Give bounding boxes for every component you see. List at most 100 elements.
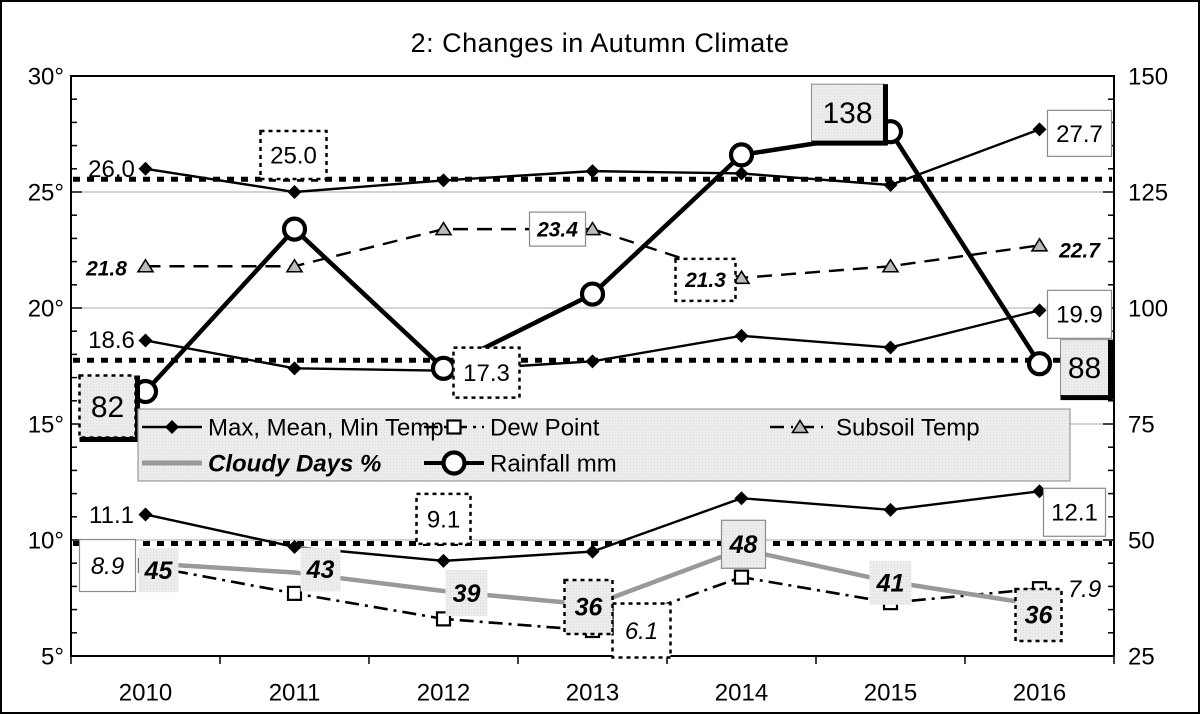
- label-box: [259, 129, 328, 181]
- square-marker: [286, 585, 303, 601]
- data-label: 12.1: [1051, 500, 1098, 527]
- year-label: 2011: [269, 679, 321, 706]
- label-box: [1046, 109, 1113, 157]
- left-axis-label: 25°: [28, 179, 64, 206]
- square-marker: [733, 569, 750, 585]
- series-subsoil-temp: [136, 221, 1049, 285]
- diamond-marker: [436, 553, 451, 568]
- data-label: 43: [306, 556, 335, 584]
- label-box: [78, 374, 137, 439]
- data-label: 39: [453, 580, 481, 608]
- data-label: 8.9: [91, 553, 124, 580]
- label-box: [452, 346, 521, 399]
- diamond-marker: [287, 361, 302, 376]
- data-labels: 26.0 25.0 27.7 18.6 17.3 19.9 11.1 9.1 12.1 21.8 2…: [78, 83, 1113, 659]
- label-box: [674, 257, 737, 303]
- data-label: 19.9: [1056, 302, 1103, 329]
- legend-label: Cloudy Days %: [208, 450, 381, 477]
- label-box: [1060, 339, 1109, 397]
- diamond-marker: [138, 333, 153, 348]
- series-max-temp: [138, 122, 1047, 199]
- triangle-marker: [1030, 237, 1049, 252]
- label-box: [1014, 587, 1063, 643]
- plot-border: [70, 75, 1115, 657]
- legend-label: Dew Point: [490, 414, 600, 441]
- right-axis-label: 150: [1128, 63, 1168, 90]
- data-label: 36: [575, 594, 604, 622]
- chart-title: 2: Changes in Autumn Climate: [410, 28, 790, 58]
- data-label: 45: [144, 557, 174, 585]
- year-label: 2013: [566, 679, 619, 706]
- label-box: [415, 492, 472, 546]
- data-label: 18.6: [88, 327, 135, 354]
- data-label: 21.3: [684, 269, 726, 292]
- left-axis-label: 15°: [28, 411, 64, 438]
- diamond-marker: [287, 539, 302, 554]
- data-label: 25.0: [270, 142, 317, 169]
- diamond-marker: [585, 354, 600, 369]
- diamond-marker: [883, 340, 898, 355]
- data-label: 48: [729, 531, 758, 559]
- axis-labels: 30° 25° 20° 15° 10° 5° 150 125 100 75 50 25 2010 2011…: [28, 63, 1168, 706]
- triangle-marker: [732, 269, 751, 285]
- right-axis-label: 100: [1128, 295, 1168, 322]
- square-marker: [446, 419, 462, 435]
- right-axis-label: 50: [1128, 527, 1155, 554]
- data-label: 41: [876, 570, 905, 598]
- right-axis-label: 75: [1128, 411, 1155, 438]
- diamond-marker: [287, 185, 302, 199]
- left-axis-label: 10°: [28, 527, 64, 554]
- data-label: 7.9: [1068, 576, 1101, 603]
- triangle-marker: [285, 258, 304, 273]
- circle-marker: [728, 142, 755, 168]
- year-label: 2014: [715, 679, 768, 706]
- data-label: 21.8: [85, 258, 127, 281]
- data-label: 11.1: [89, 502, 134, 529]
- label-box: [1042, 487, 1107, 537]
- circle-marker: [430, 355, 457, 381]
- year-label: 2010: [119, 679, 172, 706]
- data-label: 26.0: [88, 156, 135, 183]
- right-axis-label: 25: [1128, 643, 1155, 670]
- legend: Max, Mean, Min Temp Dew Point Subsoil Temp…: [137, 408, 1071, 482]
- triangle-marker: [434, 221, 453, 236]
- diamond-marker: [1032, 303, 1047, 318]
- diamond-marker: [734, 328, 749, 343]
- data-label: 22.7: [1058, 240, 1101, 263]
- circle-marker: [441, 450, 467, 476]
- data-label: 36: [1025, 602, 1054, 630]
- legend-box: [137, 408, 1071, 482]
- diamond-marker: [734, 166, 749, 181]
- legend-label: Rainfall mm: [490, 450, 617, 477]
- diamond-marker: [734, 491, 749, 506]
- triangle-marker: [583, 221, 602, 236]
- label-box: [1046, 289, 1113, 339]
- circle-marker: [281, 216, 308, 242]
- diamond-marker: [585, 544, 600, 559]
- data-label: 82: [91, 391, 124, 424]
- circle-marker: [579, 281, 606, 307]
- triangle-marker: [881, 258, 900, 273]
- data-label: 138: [822, 97, 872, 130]
- label-box: [611, 602, 672, 659]
- year-label: 2016: [1013, 679, 1066, 706]
- year-label: 2015: [864, 679, 917, 706]
- diamond-marker: [138, 507, 153, 522]
- data-label: 6.1: [625, 618, 658, 645]
- diamond-marker: [165, 420, 179, 434]
- diamond-marker: [436, 173, 451, 188]
- label-box: [528, 211, 587, 247]
- series-line: [145, 227, 1040, 280]
- label-box: [869, 560, 912, 605]
- diamond-marker: [138, 161, 153, 176]
- left-axis-label: 30°: [28, 63, 64, 90]
- label-box: [78, 538, 137, 593]
- data-label: 23.4: [536, 218, 578, 241]
- label-box: [563, 578, 614, 636]
- triangle-marker: [136, 258, 155, 273]
- label-box: [720, 519, 767, 569]
- data-label: 17.3: [463, 360, 510, 387]
- diamond-marker: [883, 178, 898, 193]
